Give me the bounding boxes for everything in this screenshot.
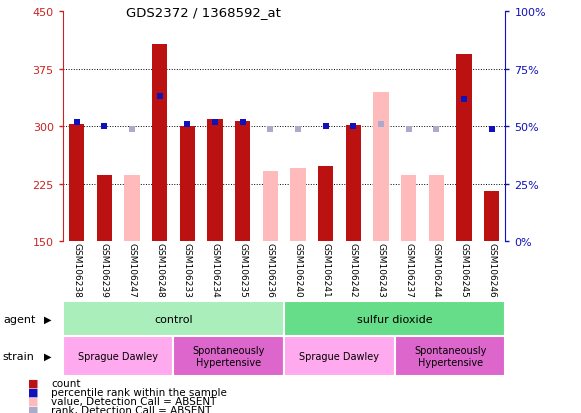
Text: GSM106233: GSM106233 (183, 243, 192, 297)
Bar (456, 55, 472, 242)
Bar (180, 127, 195, 242)
Text: GSM106245: GSM106245 (460, 243, 468, 297)
Bar (63, 337, 173, 376)
Text: GDS2372 / 1368592_at: GDS2372 / 1368592_at (126, 6, 281, 19)
Text: ■: ■ (28, 405, 38, 413)
Text: GSM106243: GSM106243 (376, 243, 385, 297)
Bar (124, 175, 139, 242)
Text: count: count (51, 378, 81, 388)
Text: control: control (154, 314, 193, 324)
Text: ■: ■ (28, 387, 38, 397)
Bar (69, 125, 84, 242)
Text: GSM106238: GSM106238 (72, 243, 81, 297)
Text: GSM106240: GSM106240 (293, 243, 303, 297)
Text: GSM106236: GSM106236 (266, 243, 275, 297)
Text: ▶: ▶ (44, 314, 51, 324)
Bar (484, 192, 499, 242)
Text: Spontaneously
Hypertensive: Spontaneously Hypertensive (414, 345, 486, 367)
Bar (63, 301, 284, 337)
Bar (284, 337, 395, 376)
Text: GSM106246: GSM106246 (487, 243, 496, 297)
Text: GSM106234: GSM106234 (210, 243, 220, 297)
Text: Sprague Dawley: Sprague Dawley (78, 351, 158, 361)
Text: GSM106248: GSM106248 (155, 243, 164, 297)
Text: ■: ■ (28, 396, 38, 406)
Text: GSM106241: GSM106241 (321, 243, 330, 297)
Bar (429, 175, 444, 242)
Bar (207, 119, 223, 242)
Bar (318, 167, 333, 242)
Bar (395, 337, 505, 376)
Bar (152, 45, 167, 242)
Text: Sprague Dawley: Sprague Dawley (299, 351, 379, 361)
Text: GSM106239: GSM106239 (100, 243, 109, 297)
Text: GSM106244: GSM106244 (432, 243, 441, 297)
Text: agent: agent (3, 314, 35, 324)
Text: percentile rank within the sample: percentile rank within the sample (51, 387, 227, 397)
Bar (346, 126, 361, 242)
Bar (235, 122, 250, 242)
Bar (401, 175, 416, 242)
Text: GSM106237: GSM106237 (404, 243, 413, 297)
Bar (96, 175, 112, 242)
Bar (173, 337, 284, 376)
Bar (263, 171, 278, 242)
Text: ■: ■ (28, 378, 38, 388)
Bar (290, 169, 306, 242)
Bar (374, 93, 389, 242)
Text: ▶: ▶ (44, 351, 51, 361)
Text: strain: strain (3, 351, 35, 361)
Text: value, Detection Call = ABSENT: value, Detection Call = ABSENT (51, 396, 217, 406)
Bar (284, 301, 505, 337)
Text: GSM106247: GSM106247 (127, 243, 137, 297)
Text: rank, Detection Call = ABSENT: rank, Detection Call = ABSENT (51, 405, 211, 413)
Text: Spontaneously
Hypertensive: Spontaneously Hypertensive (192, 345, 265, 367)
Text: sulfur dioxide: sulfur dioxide (357, 314, 433, 324)
Text: GSM106242: GSM106242 (349, 243, 358, 297)
Text: GSM106235: GSM106235 (238, 243, 247, 297)
